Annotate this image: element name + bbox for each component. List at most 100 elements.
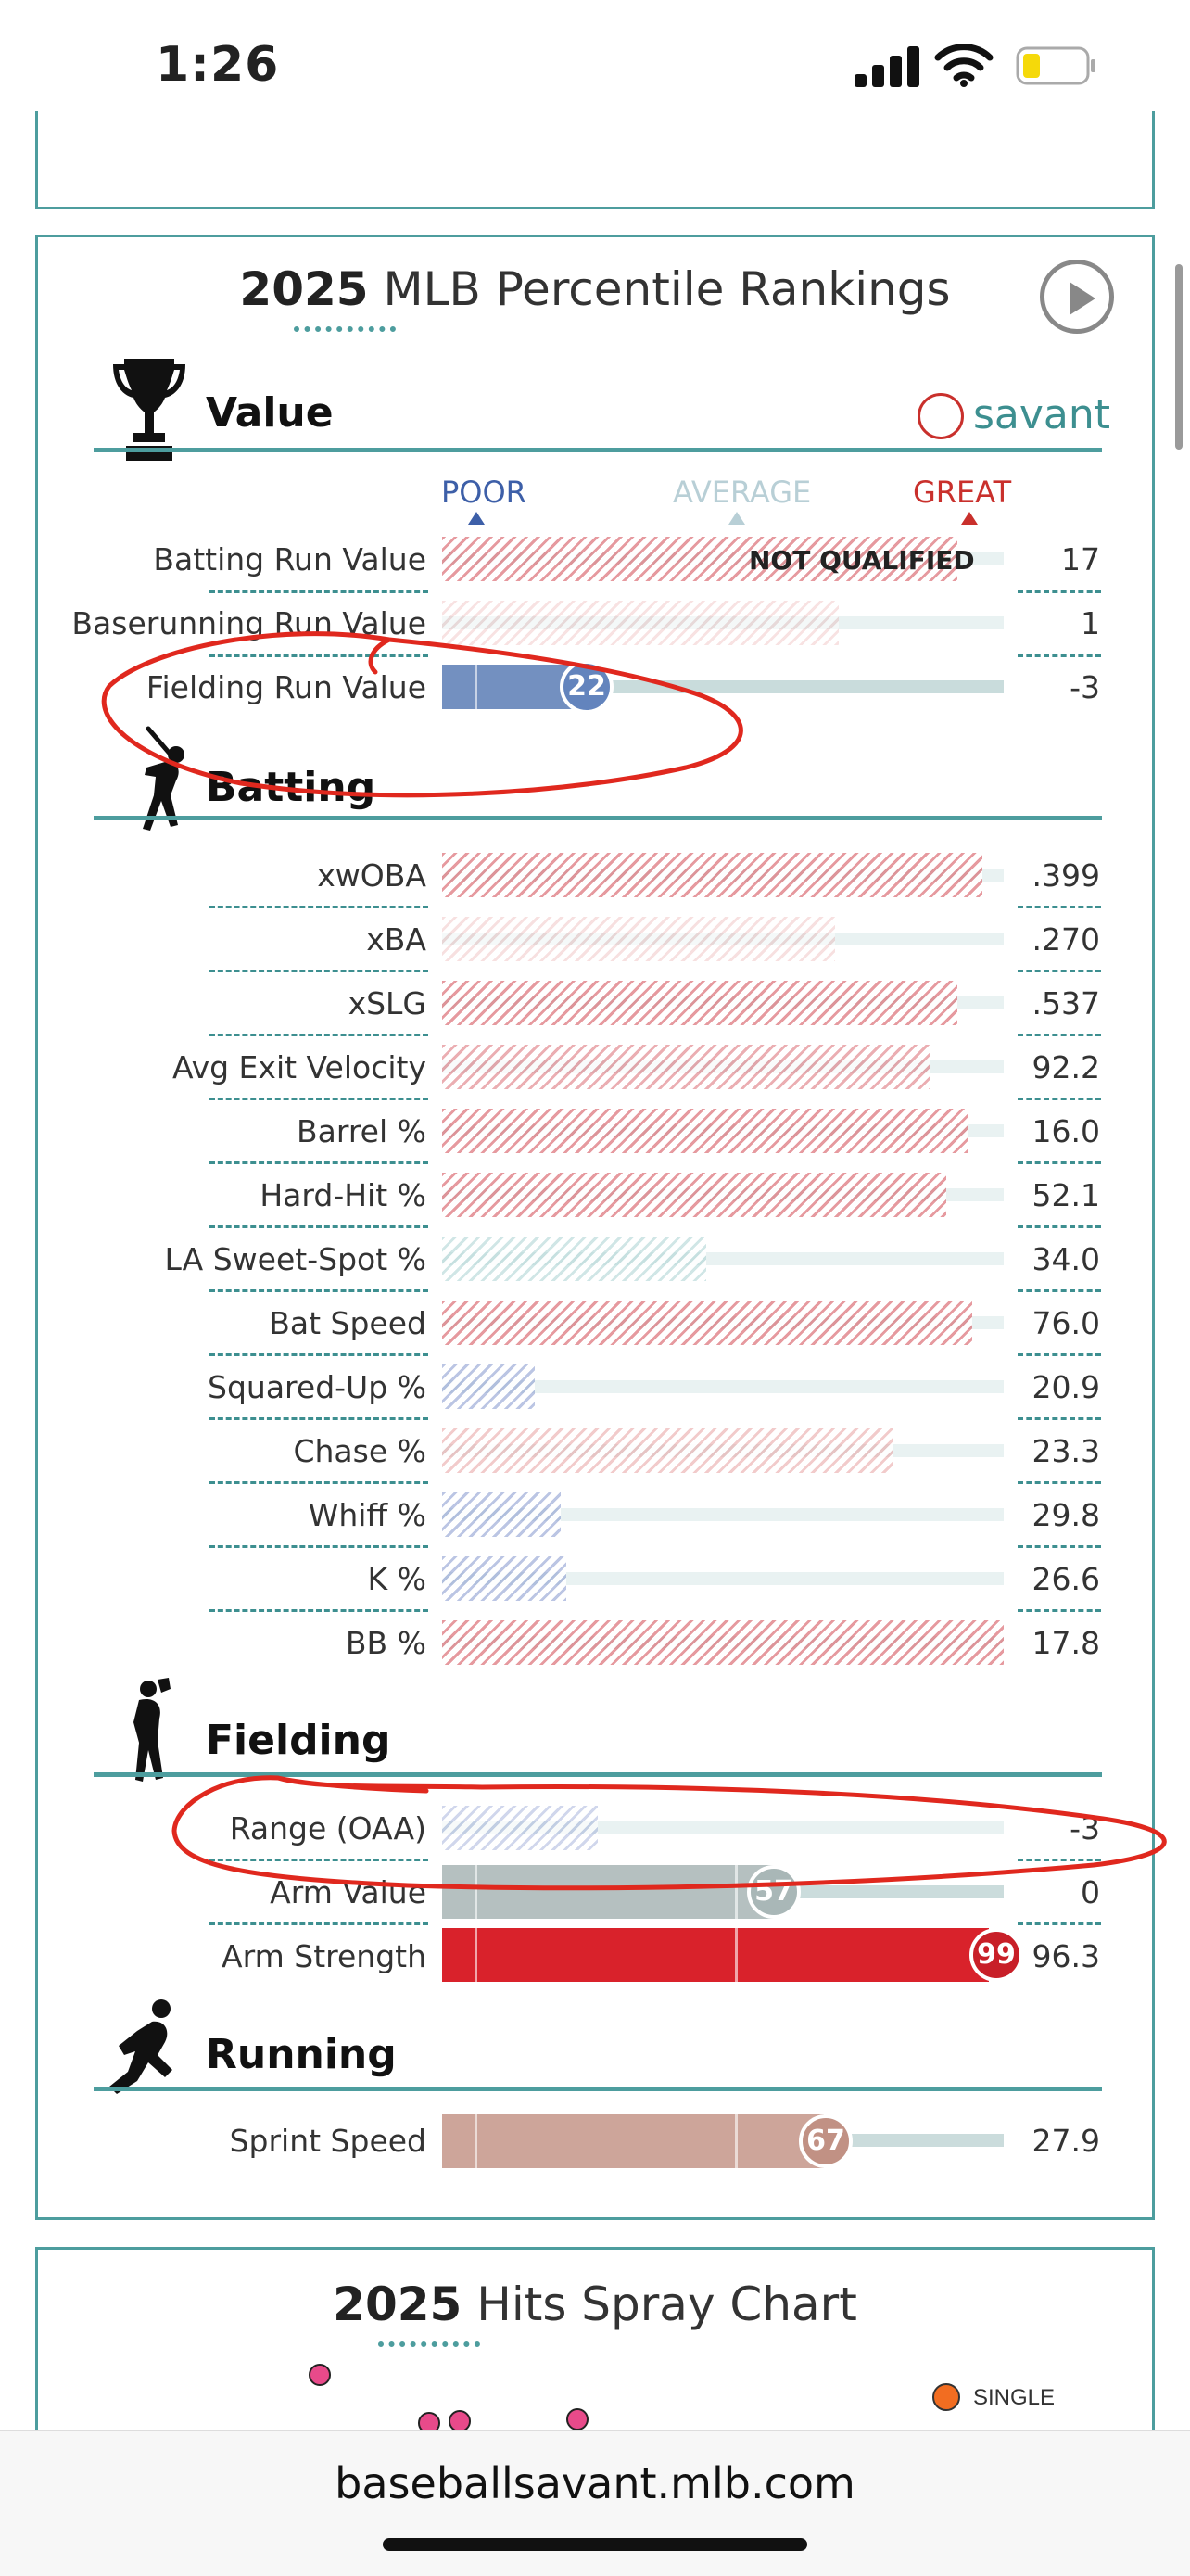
status-time: 1:26	[156, 37, 280, 93]
bar-tick	[475, 1928, 477, 1982]
trophy-icon	[113, 359, 185, 461]
title-year: 2025	[239, 262, 369, 316]
spray-title-text: Hits Spray Chart	[476, 2278, 857, 2331]
bubble-fielding-run-value: 22	[560, 660, 614, 714]
row-divider	[209, 1098, 428, 1100]
row-value-batting-run-value: 17	[1061, 541, 1100, 577]
runner-icon	[109, 1999, 172, 2094]
legend-single-label: SINGLE	[973, 2385, 1056, 2410]
play-button[interactable]	[1040, 260, 1114, 334]
track-squared-up-pct	[442, 1380, 1004, 1393]
row-divider	[1018, 1481, 1101, 1484]
fielder-icon	[133, 1678, 171, 1782]
row-value-xwoba: .399	[1032, 857, 1100, 894]
row-label-squared-up-pct: Squared-Up %	[208, 1369, 426, 1405]
scale-poor-label: POOR	[441, 475, 526, 510]
row-label-range-oaa: Range (OAA)	[229, 1810, 426, 1846]
spray-title-underline	[378, 2341, 480, 2347]
row-label-batting-run-value: Batting Run Value	[153, 541, 426, 577]
bar-chase-pct[interactable]	[442, 1428, 892, 1473]
row-value-arm-value: 0	[1081, 1874, 1100, 1910]
row-label-arm-value: Arm Value	[270, 1874, 426, 1910]
scale-average-arrow	[728, 512, 745, 525]
row-value-range-oaa: -3	[1070, 1810, 1100, 1846]
bubble-arm-value: 57	[747, 1865, 801, 1919]
row-label-hard-hit-pct: Hard-Hit %	[260, 1177, 426, 1213]
bar-tick	[475, 2114, 477, 2168]
title-text: MLB Percentile Rankings	[383, 262, 951, 316]
bar-tick	[475, 665, 477, 709]
row-divider	[1018, 590, 1101, 593]
bar-hard-hit-pct[interactable]	[442, 1173, 946, 1217]
savant-logo[interactable]: savant	[918, 391, 1110, 443]
row-value-chase-pct: 23.3	[1032, 1433, 1100, 1469]
row-value-k-pct: 26.6	[1032, 1561, 1100, 1597]
row-divider	[209, 590, 428, 593]
track-whiff-pct	[442, 1508, 1004, 1521]
row-divider	[209, 1289, 428, 1292]
wifi-icon	[934, 44, 994, 87]
bar-whiff-pct[interactable]	[442, 1492, 561, 1537]
bar-barrel-pct[interactable]	[442, 1109, 968, 1153]
section-rule-fielding	[94, 1772, 1102, 1777]
row-divider	[1018, 1289, 1101, 1292]
row-divider	[1018, 1417, 1101, 1420]
row-value-hard-hit-pct: 52.1	[1032, 1177, 1100, 1213]
track-k-pct	[442, 1572, 1004, 1585]
row-divider	[209, 1161, 428, 1164]
previous-card	[35, 111, 1155, 209]
section-rule-batting	[94, 816, 1102, 820]
bar-sprint-speed[interactable]	[442, 2114, 824, 2168]
legend-single-marker	[932, 2383, 960, 2411]
bar-range-oaa[interactable]	[442, 1806, 598, 1850]
bar-k-pct[interactable]	[442, 1556, 566, 1601]
bar-xba[interactable]	[442, 917, 835, 961]
bar-tick	[735, 1928, 738, 1982]
row-label-xslg: xSLG	[348, 985, 426, 1022]
scale-poor-arrow	[468, 512, 485, 525]
scroll-indicator[interactable]	[1175, 264, 1183, 450]
bar-squared-up-pct[interactable]	[442, 1364, 535, 1409]
bubble-sprint-speed: 67	[799, 2114, 853, 2168]
row-divider	[1018, 1034, 1101, 1036]
row-divider	[1018, 906, 1101, 908]
row-label-bb-pct: BB %	[345, 1625, 426, 1661]
row-value-whiff-pct: 29.8	[1032, 1497, 1100, 1533]
bubble-arm-strength: 99	[969, 1928, 1023, 1982]
row-divider	[1018, 1225, 1101, 1228]
home-indicator[interactable]	[383, 2538, 807, 2551]
baseball-icon	[918, 393, 964, 439]
row-value-xba: .270	[1032, 921, 1100, 958]
bar-arm-strength[interactable]	[442, 1928, 989, 1982]
row-divider	[209, 970, 428, 972]
section-title-batting: Batting	[206, 764, 376, 811]
row-label-avg-exit-velocity: Avg Exit Velocity	[171, 1049, 426, 1085]
bar-la-sweet-spot-pct[interactable]	[442, 1237, 706, 1281]
bar-bat-speed[interactable]	[442, 1301, 972, 1345]
bar-xwoba[interactable]	[442, 853, 982, 897]
bar-avg-exit-velocity[interactable]	[442, 1045, 930, 1089]
bar-arm-value[interactable]	[442, 1865, 774, 1919]
row-divider	[209, 1922, 428, 1925]
row-divider	[1018, 1859, 1101, 1861]
bar-bb-pct[interactable]	[442, 1620, 1004, 1665]
scale-great-arrow	[961, 512, 978, 525]
address-bar-url[interactable]: baseballsavant.mlb.com	[335, 2458, 855, 2508]
spray-hit-dot[interactable]	[566, 2408, 589, 2430]
bar-xslg[interactable]	[442, 981, 957, 1025]
play-icon	[1070, 282, 1095, 315]
row-divider	[209, 1609, 428, 1612]
row-value-squared-up-pct: 20.9	[1032, 1369, 1100, 1405]
row-value-fielding-run-value: -3	[1070, 669, 1100, 705]
bar-tick	[735, 2114, 738, 2168]
row-divider	[209, 1545, 428, 1548]
row-value-bb-pct: 17.8	[1032, 1625, 1100, 1661]
percentile-card-title: 2025 MLB Percentile Rankings	[0, 262, 1190, 316]
bar-batting-run-value[interactable]	[442, 537, 957, 581]
row-divider	[1018, 1353, 1101, 1356]
row-label-baserunning-run-value: Baserunning Run Value	[71, 605, 426, 641]
bar-baserunning-run-value[interactable]	[442, 601, 839, 645]
row-divider	[1018, 1922, 1101, 1925]
spray-hit-dot[interactable]	[449, 2410, 471, 2432]
spray-hit-dot[interactable]	[309, 2364, 331, 2386]
